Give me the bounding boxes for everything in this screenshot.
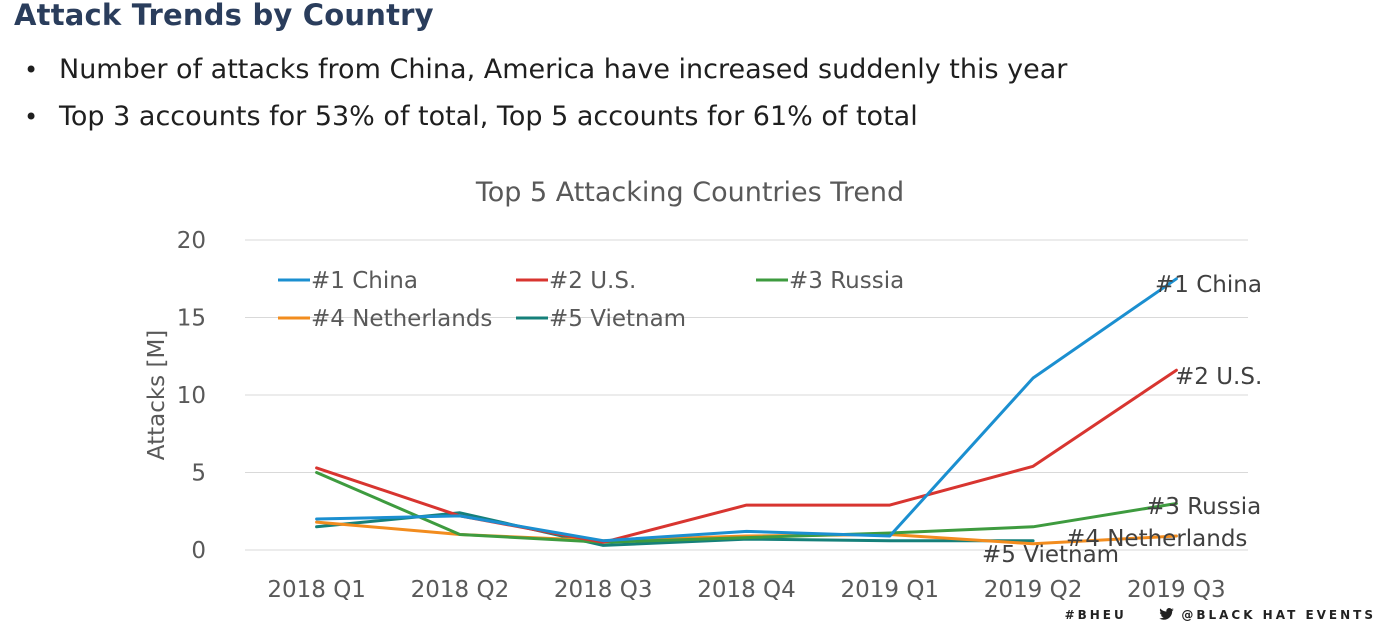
bullet-glyph: • <box>24 103 39 131</box>
bullet-text: Number of attacks from China, America ha… <box>59 54 1068 85</box>
legend-label: #2 U.S. <box>549 268 636 294</box>
y-tick-label: 0 <box>191 538 206 564</box>
bullet-item: • Top 3 accounts for 53% of total, Top 5… <box>24 97 1067 144</box>
chart-title: Top 5 Attacking Countries Trend <box>475 177 904 208</box>
y-axis-label: Attacks [M] <box>144 330 170 461</box>
series-line <box>315 277 1178 543</box>
series-end-label: #1 China <box>1155 272 1262 298</box>
y-tick-label: 5 <box>191 461 206 487</box>
x-tick-label: 2019 Q1 <box>840 577 939 603</box>
bullet-glyph: • <box>24 56 39 84</box>
bullet-text: Top 3 accounts for 53% of total, Top 5 a… <box>59 101 918 132</box>
bullet-list: • Number of attacks from China, America … <box>24 50 1067 144</box>
bullet-item: • Number of attacks from China, America … <box>24 50 1067 97</box>
series-end-label: #5 Vietnam <box>982 542 1119 568</box>
hashtag: #BHEU <box>1064 608 1127 622</box>
series-end-label: #2 U.S. <box>1175 364 1262 390</box>
y-tick-label: 20 <box>177 228 206 254</box>
x-tick-label: 2019 Q2 <box>984 577 1083 603</box>
slide-title: Attack Trends by Country <box>14 0 434 32</box>
legend-label: #5 Vietnam <box>549 306 686 332</box>
legend-label: #1 China <box>311 268 418 294</box>
series-line <box>315 471 1178 544</box>
twitter-bird-icon <box>1159 608 1174 620</box>
series-end-label: #4 Netherlands <box>1066 526 1247 552</box>
footer: #BHEU @BLACK HAT EVENTS <box>1065 608 1376 622</box>
y-tick-label: 15 <box>177 306 206 332</box>
legend-label: #3 Russia <box>789 268 904 294</box>
x-tick-label: 2018 Q1 <box>267 577 366 603</box>
twitter-handle: @BLACK HAT EVENTS <box>1181 608 1376 622</box>
legend-label: #4 Netherlands <box>311 306 492 332</box>
x-tick-label: 2018 Q2 <box>411 577 510 603</box>
x-tick-label: 2018 Q4 <box>697 577 796 603</box>
x-tick-label: 2018 Q3 <box>554 577 653 603</box>
y-tick-label: 10 <box>177 383 206 409</box>
series-end-label: #3 Russia <box>1146 494 1261 520</box>
x-tick-label: 2019 Q3 <box>1127 577 1226 603</box>
